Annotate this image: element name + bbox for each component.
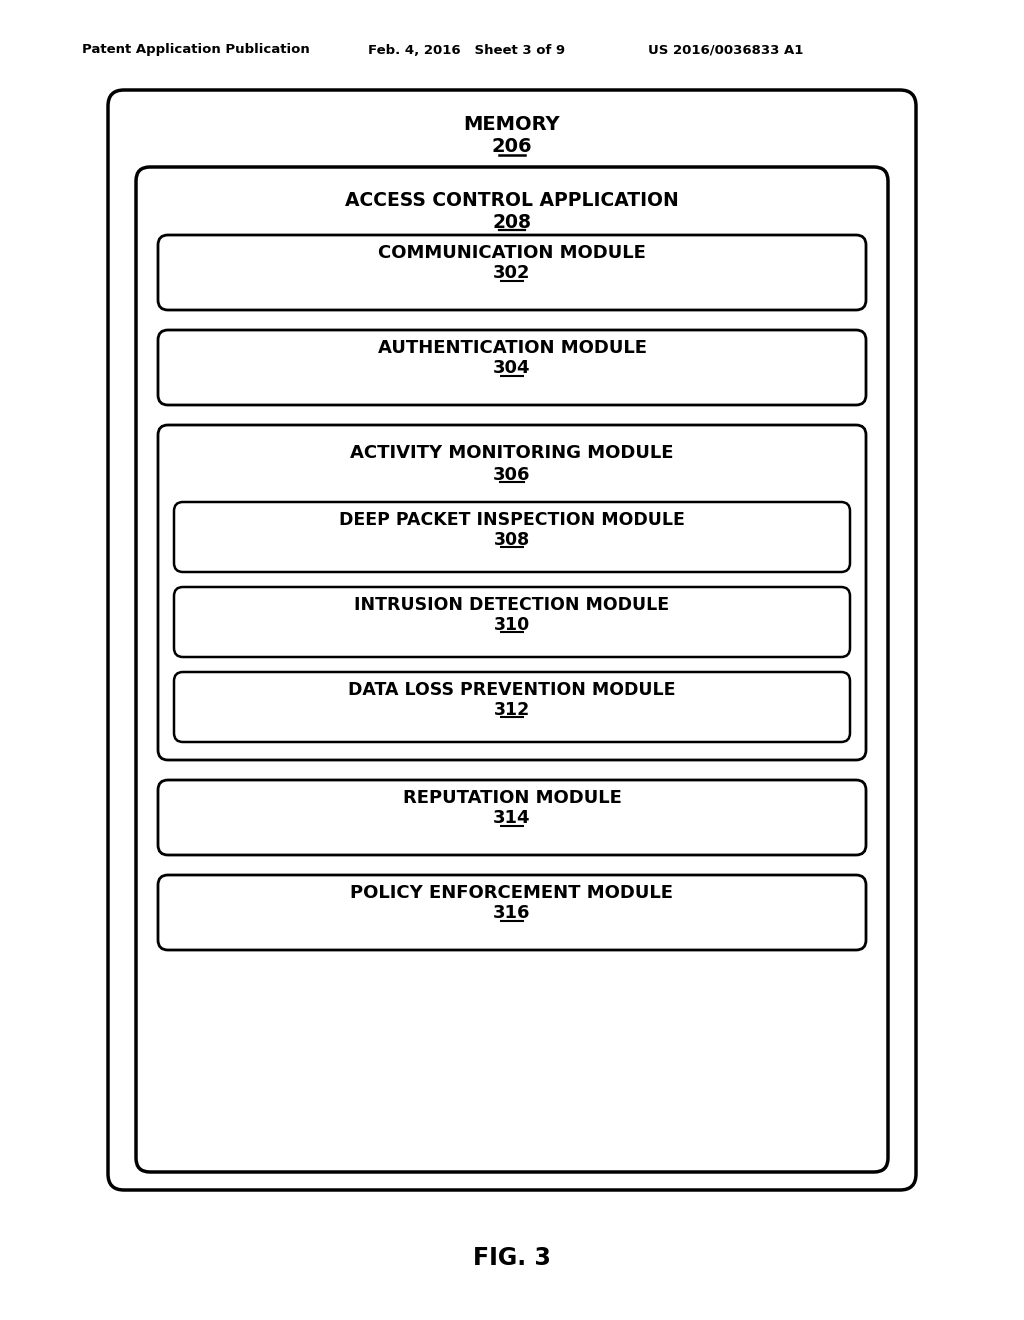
Text: 310: 310 bbox=[494, 616, 530, 634]
FancyBboxPatch shape bbox=[174, 587, 850, 657]
FancyBboxPatch shape bbox=[158, 235, 866, 310]
Text: 316: 316 bbox=[494, 904, 530, 921]
Text: INTRUSION DETECTION MODULE: INTRUSION DETECTION MODULE bbox=[354, 597, 670, 614]
Text: 206: 206 bbox=[492, 137, 532, 157]
Text: MEMORY: MEMORY bbox=[464, 116, 560, 135]
Text: 304: 304 bbox=[494, 359, 530, 378]
Text: 308: 308 bbox=[494, 531, 530, 549]
Text: 306: 306 bbox=[494, 466, 530, 484]
FancyBboxPatch shape bbox=[136, 168, 888, 1172]
FancyBboxPatch shape bbox=[108, 90, 916, 1191]
Text: ACTIVITY MONITORING MODULE: ACTIVITY MONITORING MODULE bbox=[350, 444, 674, 462]
Text: Feb. 4, 2016   Sheet 3 of 9: Feb. 4, 2016 Sheet 3 of 9 bbox=[368, 44, 565, 57]
FancyBboxPatch shape bbox=[158, 330, 866, 405]
FancyBboxPatch shape bbox=[174, 502, 850, 572]
Text: REPUTATION MODULE: REPUTATION MODULE bbox=[402, 789, 622, 807]
Text: US 2016/0036833 A1: US 2016/0036833 A1 bbox=[648, 44, 804, 57]
FancyBboxPatch shape bbox=[158, 425, 866, 760]
Text: COMMUNICATION MODULE: COMMUNICATION MODULE bbox=[378, 244, 646, 261]
FancyBboxPatch shape bbox=[174, 672, 850, 742]
FancyBboxPatch shape bbox=[158, 875, 866, 950]
Text: Patent Application Publication: Patent Application Publication bbox=[82, 44, 309, 57]
Text: AUTHENTICATION MODULE: AUTHENTICATION MODULE bbox=[378, 339, 646, 356]
Text: 314: 314 bbox=[494, 809, 530, 828]
Text: DATA LOSS PREVENTION MODULE: DATA LOSS PREVENTION MODULE bbox=[348, 681, 676, 700]
Text: POLICY ENFORCEMENT MODULE: POLICY ENFORCEMENT MODULE bbox=[350, 884, 674, 902]
Text: 312: 312 bbox=[494, 701, 530, 719]
Text: DEEP PACKET INSPECTION MODULE: DEEP PACKET INSPECTION MODULE bbox=[339, 511, 685, 529]
Text: 208: 208 bbox=[493, 213, 531, 231]
Text: 302: 302 bbox=[494, 264, 530, 282]
FancyBboxPatch shape bbox=[158, 780, 866, 855]
Text: FIG. 3: FIG. 3 bbox=[473, 1246, 551, 1270]
Text: ACCESS CONTROL APPLICATION: ACCESS CONTROL APPLICATION bbox=[345, 190, 679, 210]
